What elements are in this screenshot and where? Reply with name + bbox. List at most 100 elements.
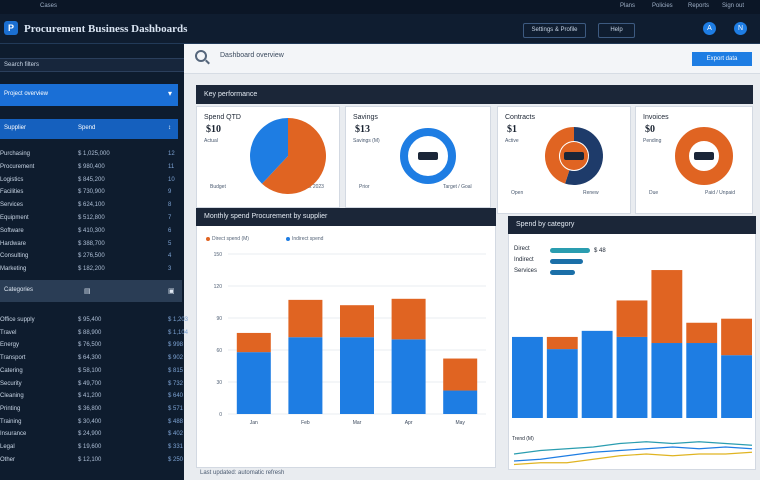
column-header[interactable]: Spend [78,125,96,131]
table-row[interactable]: Procurement $ 980,400 11 [0,161,184,173]
export-button[interactable]: Export data [692,52,752,66]
table-row[interactable]: Hardware $ 388,700 5 [0,238,184,250]
bar-segment [721,318,752,356]
legend-swatch [286,236,290,241]
sidebar-group-label: Categories [4,287,34,293]
y-tick-label: 60 [216,348,222,354]
bar-segment [443,358,478,391]
bar-segment [391,339,426,414]
notifications-icon[interactable]: N [732,20,749,37]
search-icon[interactable] [195,50,207,62]
row-spend: $ 730,900 [78,189,105,196]
kpi-foot-right: Paid / Unpaid [705,190,736,196]
row-name: Travel [0,329,17,336]
bar-segment [391,298,426,340]
monthly-spend-chart: 0 30 60 90 120 150 Jan Feb Mar Apr May [214,252,486,426]
kpi-foot-right: Renew [583,190,599,196]
main-toolbar: Dashboard overview Export data [184,44,760,74]
donut-value-badge [418,152,438,160]
row-name: Office supply [0,317,35,323]
sidebar-search-label: Search filters [4,62,40,68]
y-tick-label: 90 [216,316,222,322]
bar-segment [443,390,478,414]
legend-item[interactable]: Indirect spend [286,236,323,242]
table-row[interactable]: Services $ 624,100 8 [0,199,184,211]
x-tick-label: May [455,420,465,426]
table-row[interactable]: Catering $ 58,100 $ 815 [0,365,184,377]
table-row[interactable]: Logistics $ 845,200 10 [0,174,184,186]
column-header[interactable]: Supplier [4,125,27,131]
settings-button[interactable]: Settings & Profile [523,23,586,38]
row-name: Procurement [0,163,35,170]
mini-chart-title: Trend (M) [512,436,534,442]
row-spend: $ 276,500 [78,253,105,260]
donut-ring [675,127,733,185]
bar-segment [512,336,543,418]
table-row[interactable]: Consulting $ 276,500 4 [0,250,184,262]
table-row[interactable]: Training $ 30,400 $ 488 [0,416,184,428]
row-count: $ 902 [168,355,184,362]
bar-segment [616,336,648,418]
row-name: Other [0,456,16,463]
sidebar-group-header[interactable]: Categories ▤ ▣ [0,280,182,302]
kpi-donut-chart [675,127,733,185]
table-row[interactable]: Equipment $ 512,800 7 [0,212,184,224]
sort-icon[interactable]: ↕ [168,125,171,131]
bar-label: Indirect [514,257,534,263]
row-count: 8 [168,202,172,209]
collapse-icon[interactable]: ▣ [168,288,175,295]
row-name: Facilities [0,189,24,196]
row-spend: $ 49,700 [78,380,102,387]
table-row[interactable]: Office supply $ 95,400 $ 1,203 [0,314,188,326]
bar-segment [721,355,752,418]
kpi-label: Savings [353,114,378,121]
row-name: Legal [0,444,15,450]
table-row[interactable]: Printing $ 36,800 $ 571 [0,403,184,415]
top-nav-link[interactable]: Reports [688,3,710,9]
row-name: Consulting [0,253,29,260]
row-count: $ 402 [168,431,184,438]
row-count: 9 [168,189,172,196]
horizontal-bar [550,270,575,275]
table-row[interactable]: Facilities $ 730,900 9 [0,186,184,198]
help-button[interactable]: Help [598,23,635,38]
table-row[interactable]: Energy $ 76,500 $ 998 [0,339,184,351]
avatar[interactable]: A [701,20,718,37]
kpi-foot-right: Target / Goal [443,184,472,190]
sidebar-item-active[interactable]: Project overview ▾ [0,84,178,106]
kpi-subtitle: Active [505,138,519,144]
row-name: Marketing [0,266,27,273]
sidebar-search[interactable]: Search filters [0,58,184,72]
table-row[interactable]: Purchasing $ 1,025,000 12 [0,148,184,160]
table-row[interactable]: Marketing $ 182,200 3 [0,263,184,275]
chevron-down-icon[interactable]: ▾ [168,89,173,98]
kpi-donut-chart [400,128,456,184]
top-nav-link[interactable]: Plans [620,3,636,9]
table-row[interactable]: Insurance $ 24,900 $ 402 [0,428,184,440]
chart-panel-title: Monthly spend Procurement by supplier [196,208,496,226]
row-spend: $ 64,300 [78,355,102,362]
row-name: Training [0,418,22,425]
table-row[interactable]: Other $ 12,100 $ 250 [0,454,184,466]
row-spend: $ 624,100 [78,202,105,209]
top-nav-link[interactable]: Policies [652,3,673,9]
table-row[interactable]: Cleaning $ 41,200 $ 640 [0,390,184,402]
row-count: $ 640 [168,393,184,400]
row-name: Catering [0,367,23,374]
row-spend: $ 58,100 [78,367,102,374]
top-nav-link[interactable]: Sign out [722,3,745,9]
legend-item[interactable]: Direct spend (M) [206,236,249,242]
y-tick-label: 150 [214,252,223,258]
row-name: Hardware [0,240,27,247]
app-logo[interactable]: P [4,21,18,35]
trend-line-chart [513,441,753,466]
table-row[interactable]: Software $ 410,300 6 [0,225,184,237]
top-nav-link[interactable]: Cases [40,3,58,9]
table-row[interactable]: Transport $ 64,300 $ 902 [0,352,184,364]
bar-segment [651,270,683,344]
row-count: $ 488 [168,418,184,425]
table-row[interactable]: Legal $ 19,600 $ 331 [0,441,184,453]
table-row[interactable]: Travel $ 88,900 $ 1,104 [0,327,188,339]
row-spend: $ 88,900 [78,329,102,336]
table-row[interactable]: Security $ 49,700 $ 732 [0,378,184,390]
